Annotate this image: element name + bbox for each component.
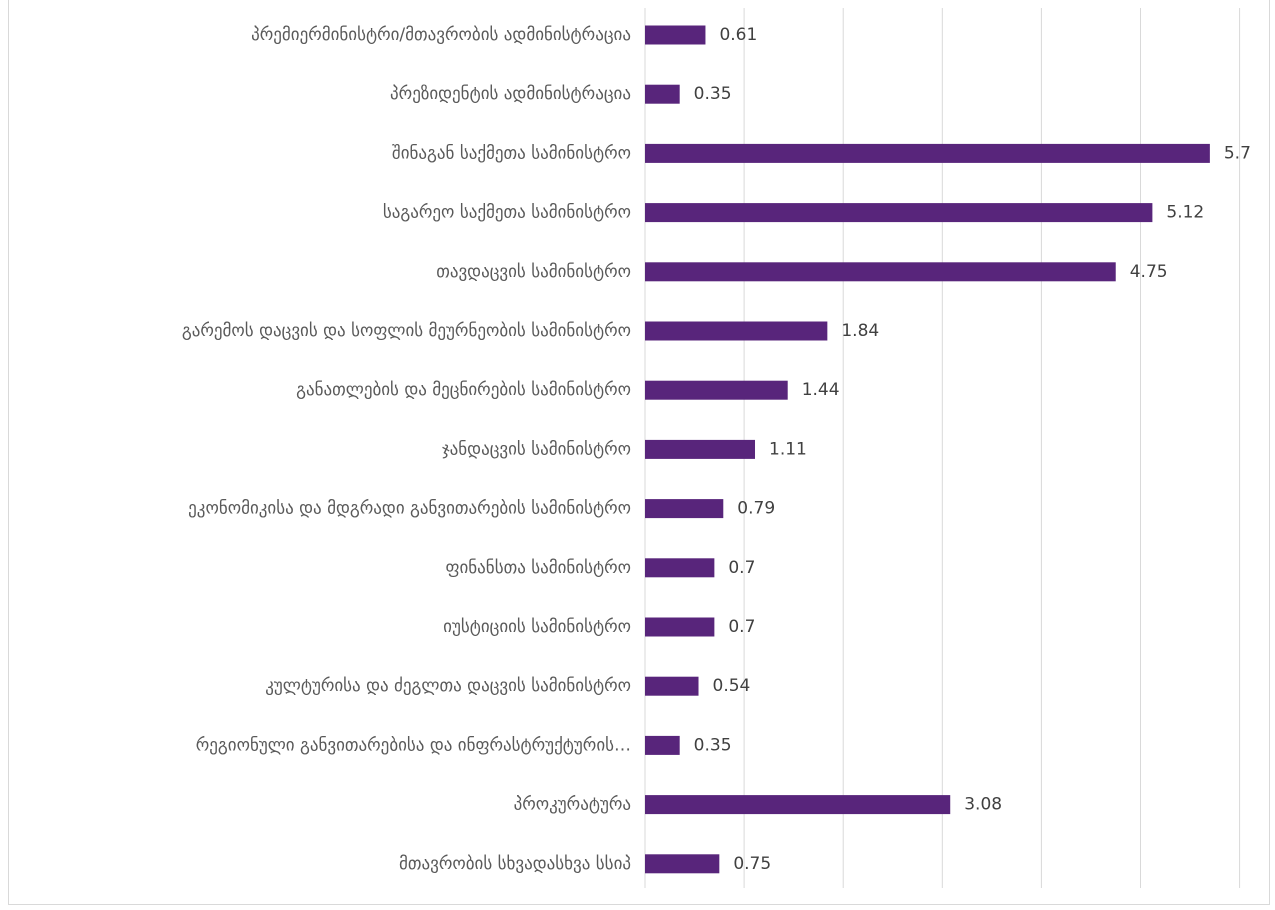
data-label: 0.54	[713, 676, 751, 696]
data-label: 0.7	[728, 617, 755, 637]
bar	[645, 676, 699, 696]
bar	[645, 262, 1116, 282]
category-labels: პრემიერმინისტრი/მთავრობის ადმინისტრაცია პ…	[182, 25, 631, 874]
data-label: 1.84	[841, 321, 879, 341]
category-label: იუსტიციის სამინისტრო	[443, 617, 631, 637]
category-label: პროკურატურა	[514, 795, 631, 815]
category-label: ფინანსთა სამინისტრო	[445, 558, 631, 578]
category-label: კულტურისა და ძეგლთა დაცვის სამინისტრო	[265, 676, 631, 696]
data-label: 0.61	[719, 25, 757, 45]
data-label: 1.44	[802, 380, 840, 400]
bar	[645, 321, 828, 341]
category-label: შინაგან საქმეთა სამინისტრო	[392, 143, 631, 163]
bar	[645, 617, 715, 637]
bar	[645, 558, 715, 578]
category-label: მთავრობის სხვადასხვა სსიპ	[399, 854, 631, 874]
bar	[645, 499, 724, 519]
category-label: პრეზიდენტის ადმინისტრაცია	[390, 84, 631, 104]
category-label: საგარეო საქმეთა სამინისტრო	[383, 203, 631, 223]
data-label: 0.79	[737, 499, 775, 519]
data-label: 1.11	[769, 439, 807, 459]
bar	[645, 735, 680, 755]
bar	[645, 25, 706, 45]
bar	[645, 203, 1153, 223]
category-label: რეგიონული განვითარებისა და ინფრასტრუქტურ…	[196, 735, 631, 755]
data-label: 0.35	[694, 735, 732, 755]
bar	[645, 143, 1210, 163]
chart-frame	[8, 0, 1270, 905]
bars	[645, 25, 1210, 874]
data-label: 4.75	[1130, 262, 1168, 282]
data-labels: 0.61 0.35 5.7 5.12 4.75 1.84 1.44 1.11 0.79 0.7 0.…	[694, 25, 1251, 874]
category-label: ჯანდაცვის სამინისტრო	[442, 439, 631, 459]
bar	[645, 380, 788, 400]
data-label: 0.7	[728, 558, 755, 578]
data-label: 3.08	[964, 795, 1002, 815]
category-label: გარემოს დაცვის და სოფლის მეურნეობის სამი…	[182, 321, 631, 341]
data-label: 0.35	[694, 84, 732, 104]
bar	[645, 439, 756, 459]
data-label: 0.75	[733, 854, 771, 874]
category-label: განათლების და მეცნირების სამინისტრო	[296, 380, 631, 400]
category-label: პრემიერმინისტრი/მთავრობის ადმინისტრაცია	[251, 25, 631, 45]
bar	[645, 84, 680, 104]
bar	[645, 795, 951, 815]
bar	[645, 854, 720, 874]
category-label: თავდაცვის სამინისტრო	[436, 262, 631, 282]
data-label: 5.7	[1224, 143, 1251, 163]
data-label: 5.12	[1166, 203, 1204, 223]
category-label: ეკონომიკისა და მდგრადი განვითარების სამი…	[188, 499, 631, 519]
